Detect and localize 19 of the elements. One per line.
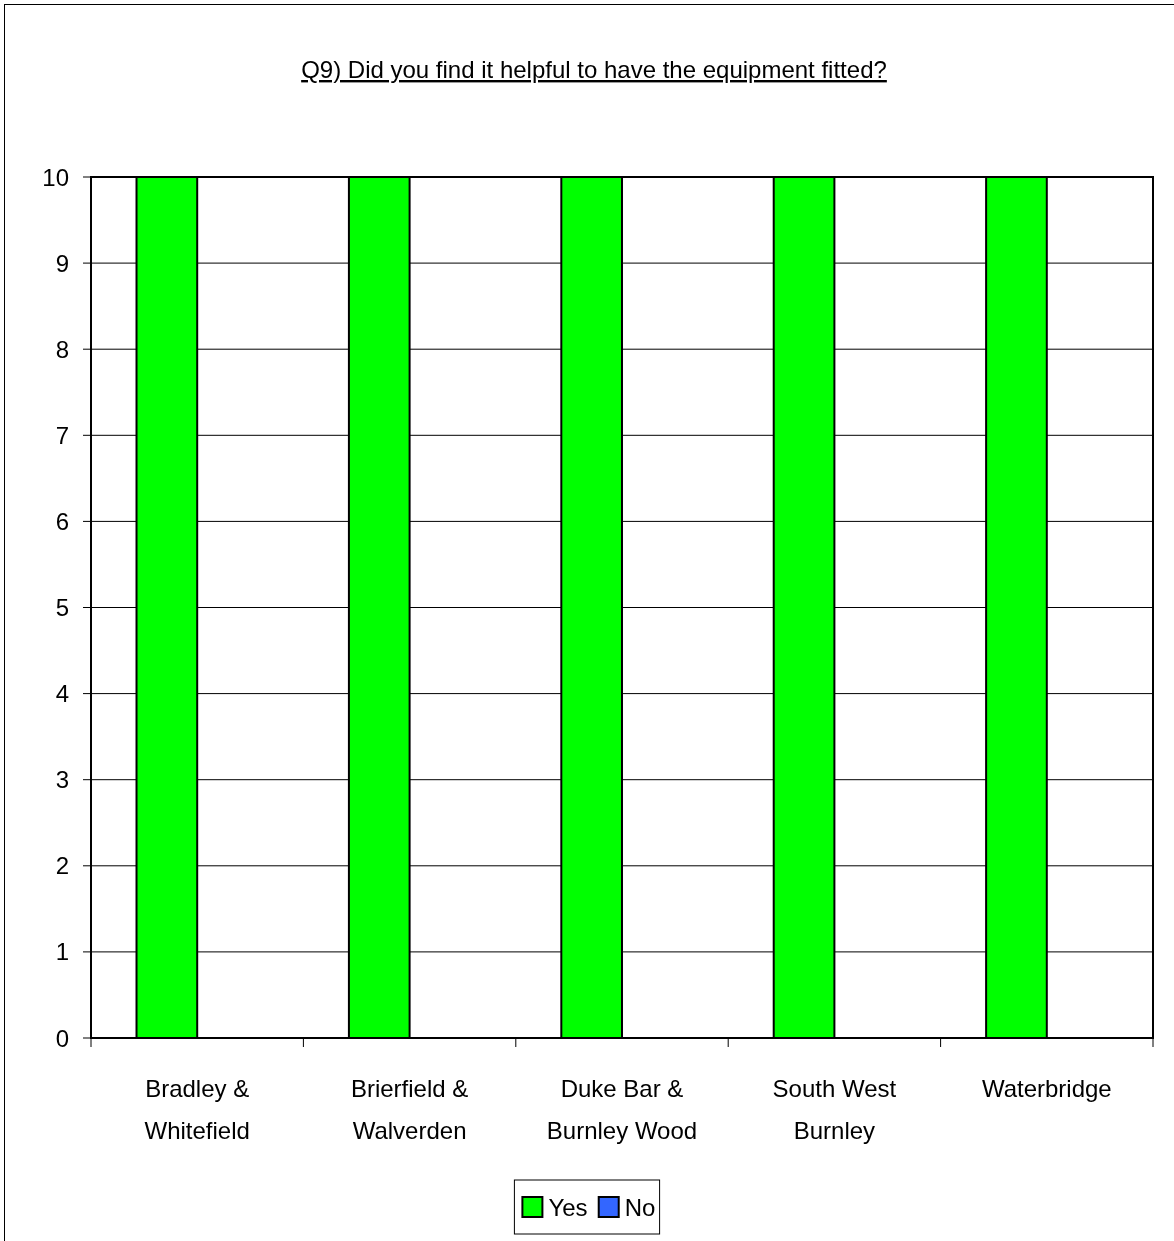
- x-tick-label: Brierfield & Walverden: [350, 1075, 469, 1144]
- chart-title: Q9) Did you find it helpful to have the equipment fitted?: [301, 56, 887, 83]
- x-tick-label: Duke Bar & Burnley Wood: [546, 1075, 698, 1144]
- y-tick-label: 9: [55, 249, 69, 277]
- y-tick-label: 3: [55, 766, 69, 794]
- y-tick-label: 8: [55, 335, 69, 363]
- x-tick-label: Waterbridge: [981, 1075, 1112, 1102]
- x-tick-label: South West Burnley: [772, 1075, 897, 1144]
- y-tick-label: 4: [55, 680, 69, 708]
- y-tick-label: 0: [55, 1024, 69, 1052]
- y-tick-label: 7: [55, 421, 69, 449]
- x-tick-label: Bradley & Whitefield: [144, 1075, 250, 1144]
- y-tick-label: 5: [55, 594, 69, 621]
- y-tick-label: 6: [55, 507, 69, 535]
- y-tick-label: 1: [55, 938, 69, 966]
- y-tick-label: 10: [42, 163, 69, 191]
- legend-label: No: [624, 1193, 656, 1221]
- y-tick-label: 2: [55, 852, 69, 880]
- legend-label: Yes: [548, 1193, 588, 1221]
